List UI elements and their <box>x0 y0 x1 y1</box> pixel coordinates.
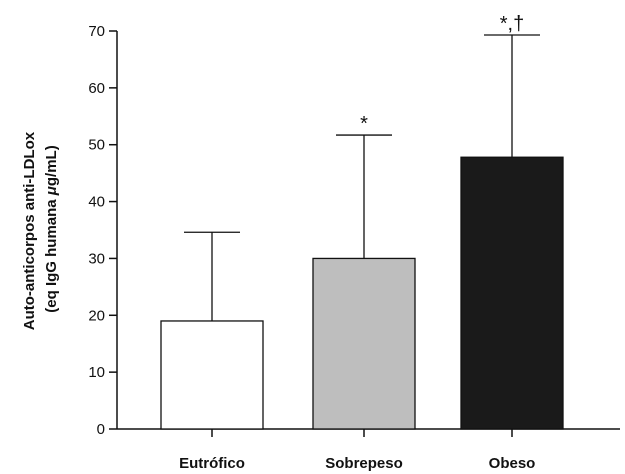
error-bars <box>184 34 540 321</box>
bar-2 <box>312 257 416 430</box>
category-label-3: Obeso <box>489 455 536 472</box>
y-tick-label: 20 <box>88 307 105 324</box>
x-axis <box>117 428 620 437</box>
y-tick-label: 30 <box>88 250 105 267</box>
y-tick-label: 70 <box>88 23 105 40</box>
category-label-1: Eutrófico <box>179 455 245 472</box>
y-tick-label: 10 <box>88 364 105 381</box>
category-label-2: Sobrepeso <box>325 455 403 472</box>
significance-label-3: *,† <box>500 13 524 35</box>
y-tick-label: 60 <box>88 80 105 97</box>
bar-3 <box>460 156 564 430</box>
y-tick-label: 50 <box>88 137 105 154</box>
y-axis-title-line2-prefix: (eq IgG humana <box>43 195 60 313</box>
bar-1 <box>160 320 264 430</box>
y-tick-label: 0 <box>97 421 105 438</box>
y-axis: 0 10 20 30 40 50 60 70 <box>88 23 118 438</box>
y-axis-title-line1: Auto-anticorpos anti-LDLox <box>21 131 38 330</box>
y-axis-title: Auto-anticorpos anti-LDLox (eq IgG human… <box>21 128 60 331</box>
y-axis-title-line2-suffix: g/mL) <box>43 145 60 186</box>
y-axis-title-mu: μ <box>43 186 60 196</box>
bars <box>160 156 564 430</box>
y-axis-title-line2: (eq IgG humana μg/mL) <box>43 145 60 312</box>
annotations: * *,† <box>360 13 524 135</box>
category-labels: Eutrófico Sobrepeso Obeso <box>179 455 535 472</box>
significance-label-2: * <box>360 113 368 135</box>
y-tick-label: 40 <box>88 194 105 211</box>
